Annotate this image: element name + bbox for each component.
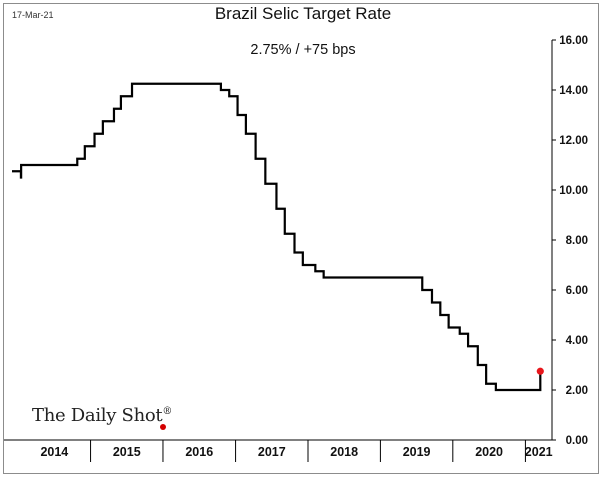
- y-tick-label: 10.00: [559, 185, 588, 197]
- brand-name: The Daily Shot: [32, 405, 163, 426]
- y-axis: 0.00 2.00 4.00 6.00 8.00 10.00 12.00 14.00 16.00: [551, 35, 588, 447]
- y-tick-label: 0.00: [566, 435, 588, 447]
- x-tick-label: 2020: [475, 445, 503, 459]
- x-tick-label: 2021: [525, 445, 553, 459]
- x-tick-label: 2017: [258, 445, 286, 459]
- y-tick-label: 2.00: [566, 385, 588, 397]
- x-tick-label: 2015: [113, 445, 141, 459]
- series-line-0: [12, 82, 542, 392]
- y-tick-label: 12.00: [559, 135, 588, 147]
- y-tick-label: 6.00: [566, 285, 588, 297]
- x-tick-label: 2014: [40, 445, 68, 459]
- brand-dot: [160, 424, 166, 430]
- chart-frame: [3, 3, 599, 474]
- brand-reg-mark: ®: [162, 406, 173, 417]
- x-axis: 2014 2015 2016 2017 2018 2019 2020 2021: [4, 439, 553, 462]
- y-tick-label: 14.00: [559, 85, 588, 97]
- y-tick-label: 8.00: [566, 235, 588, 247]
- x-tick-label: 2019: [403, 445, 431, 459]
- plot-area: [12, 82, 544, 392]
- x-tick-label: 2016: [185, 445, 213, 459]
- daily-shot-logo: The Daily Shot®: [32, 405, 172, 426]
- y-tick-label: 16.00: [559, 35, 588, 47]
- y-tick-label: 4.00: [566, 335, 588, 347]
- x-tick-label: 2018: [330, 445, 358, 459]
- latest-value-point: [536, 367, 544, 375]
- chart-title: Brazil Selic Target Rate: [214, 4, 392, 23]
- chart-subtitle: 2.75% / +75 bps: [250, 42, 356, 58]
- date-label: 17-Mar-21: [12, 10, 54, 20]
